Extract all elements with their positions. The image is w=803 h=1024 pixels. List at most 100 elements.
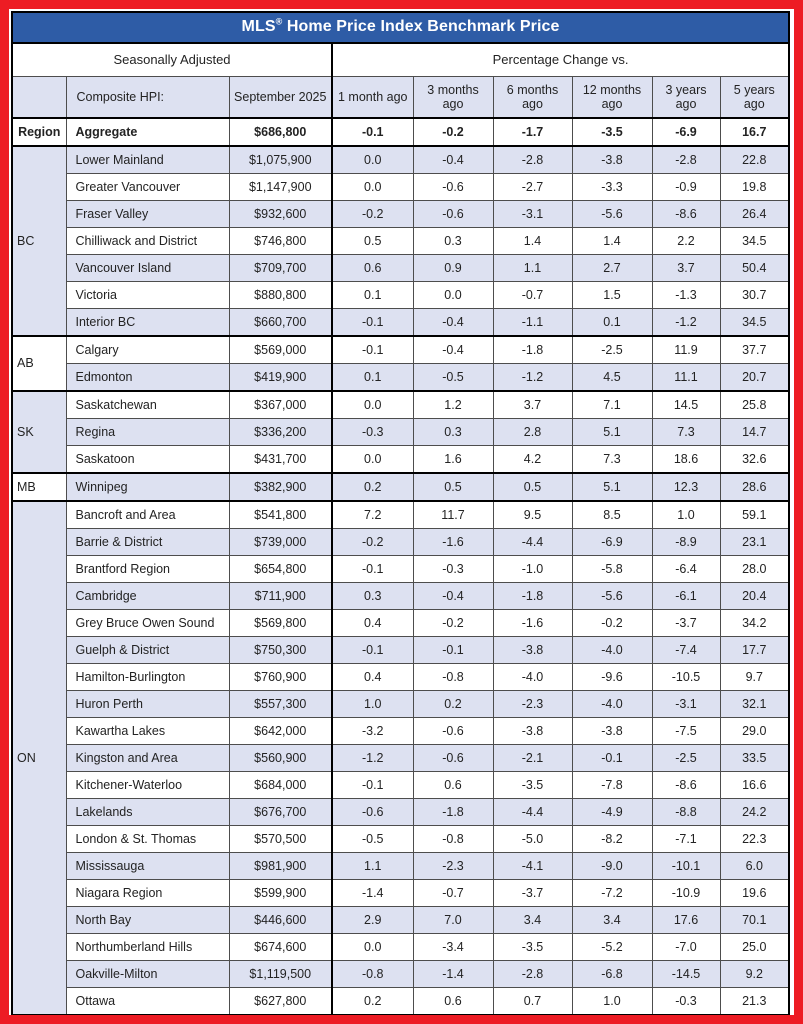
change-cell: 12.3 xyxy=(651,472,721,502)
price-cell: $570,500 xyxy=(228,825,333,853)
seasonally-adjusted-header: Seasonally Adjusted xyxy=(11,42,333,77)
change-cell: 1.6 xyxy=(412,445,494,474)
price-cell: $684,000 xyxy=(228,771,333,799)
region-group-label: AB xyxy=(11,335,67,392)
change-cell: -1.8 xyxy=(412,798,494,826)
change-cell: -6.9 xyxy=(651,117,721,147)
price-cell: $746,800 xyxy=(228,227,333,255)
change-cell: 33.5 xyxy=(719,744,790,772)
change-cell: 0.2 xyxy=(412,690,494,718)
change-cell: 0.3 xyxy=(412,418,494,446)
change-cell: -14.5 xyxy=(651,960,721,988)
price-cell: $880,800 xyxy=(228,281,333,309)
area-cell: Northumberland Hills xyxy=(65,933,230,961)
change-cell: -0.6 xyxy=(412,200,494,228)
percentage-change-header: Percentage Change vs. xyxy=(331,42,790,77)
change-cell: -2.3 xyxy=(412,852,494,880)
table-row: BC Lower Mainland $1,075,900 0.0 -0.4 -2.8 -3.… xyxy=(11,145,790,337)
change-cell: -2.7 xyxy=(492,173,573,201)
change-cell: 22.3 xyxy=(719,825,790,853)
change-cell: -2.8 xyxy=(651,145,721,174)
price-cell: $1,147,900 xyxy=(228,173,333,201)
area-cell: North Bay xyxy=(65,906,230,934)
change-cell: -0.1 xyxy=(331,308,414,337)
change-cell: -1.7 xyxy=(492,117,573,147)
change-cell: 0.0 xyxy=(331,390,414,419)
change-cell: -6.1 xyxy=(651,582,721,610)
change-cell: -0.1 xyxy=(331,117,414,147)
change-cell: 0.6 xyxy=(412,987,494,1015)
change-cell: 50.4 xyxy=(719,254,790,282)
region-header-label: Region xyxy=(11,117,67,147)
change-cell: -1.1 xyxy=(492,308,573,337)
change-cell: -10.9 xyxy=(651,879,721,907)
change-cell: -0.6 xyxy=(331,798,414,826)
change-cell: -0.4 xyxy=(412,335,494,364)
change-cell: -0.2 xyxy=(331,200,414,228)
change-cell: 0.2 xyxy=(331,472,414,502)
change-cell: 0.0 xyxy=(331,933,414,961)
change-cell: 7.1 xyxy=(571,390,653,419)
change-cell: 16.6 xyxy=(719,771,790,799)
change-cell: -4.4 xyxy=(492,798,573,826)
table-title-bar: MLS® Home Price Index Benchmark Price xyxy=(11,11,790,44)
table-row: MB Winnipeg $382,900 0.2 0.5 0.5 5.1 12.3 28.6 xyxy=(11,472,790,502)
price-cell: $367,000 xyxy=(228,390,333,419)
change-cell: 29.0 xyxy=(719,717,790,745)
change-cell: 14.5 xyxy=(651,390,721,419)
change-cell: -0.4 xyxy=(412,145,494,174)
registered-trademark-symbol: ® xyxy=(275,16,283,27)
change-column-header: 3 months ago xyxy=(412,76,494,119)
change-cell: 7.2 xyxy=(331,500,414,529)
change-cell: -0.2 xyxy=(412,609,494,637)
change-cell: 1.0 xyxy=(651,500,721,529)
change-cell: -2.5 xyxy=(571,335,653,364)
change-cell: 22.8 xyxy=(719,145,790,174)
region-group-label: SK xyxy=(11,390,67,474)
area-cell: Bancroft and Area xyxy=(65,500,230,529)
change-cell: -0.1 xyxy=(331,335,414,364)
change-cell: 25.0 xyxy=(719,933,790,961)
change-cell: 7.3 xyxy=(651,418,721,446)
change-cell: -4.4 xyxy=(492,528,573,556)
area-cell: Guelph & District xyxy=(65,636,230,664)
change-cell: -0.1 xyxy=(412,636,494,664)
change-cell: -3.4 xyxy=(412,933,494,961)
change-cell: -5.2 xyxy=(571,933,653,961)
area-cell: Brantford Region xyxy=(65,555,230,583)
change-cell: -2.3 xyxy=(492,690,573,718)
area-cell: Kingston and Area xyxy=(65,744,230,772)
change-cell: 1.0 xyxy=(571,987,653,1015)
change-cell: -3.3 xyxy=(571,173,653,201)
area-cell: Edmonton xyxy=(65,363,230,392)
change-cell: -7.0 xyxy=(651,933,721,961)
table-row: Interior BC $660,700 -0.1 -0.4 -1.1 0.1 -1.2 34… xyxy=(12,308,790,337)
area-cell: Winnipeg xyxy=(65,472,230,502)
change-cell: 9.7 xyxy=(719,663,790,691)
change-cell: -0.4 xyxy=(412,308,494,337)
change-cell: -1.4 xyxy=(412,960,494,988)
change-cell: 24.2 xyxy=(719,798,790,826)
area-cell: Vancouver Island xyxy=(65,254,230,282)
price-cell: $739,000 xyxy=(228,528,333,556)
price-cell: $431,700 xyxy=(228,445,333,474)
change-cell: 0.6 xyxy=(412,771,494,799)
area-cell: Grey Bruce Owen Sound xyxy=(65,609,230,637)
change-cell: 0.1 xyxy=(571,308,653,337)
change-cell: -0.3 xyxy=(651,987,721,1015)
change-cell: -0.9 xyxy=(651,173,721,201)
area-cell: Ottawa xyxy=(65,987,230,1015)
area-cell: Greater Vancouver xyxy=(65,173,230,201)
table-row: Regina $336,200 -0.3 0.3 2.8 5.1 7.3 14.7 xyxy=(12,418,790,446)
change-cell: 1.1 xyxy=(492,254,573,282)
change-cell: 2.8 xyxy=(492,418,573,446)
area-cell: Lower Mainland xyxy=(65,145,230,174)
change-cell: 4.5 xyxy=(571,363,653,392)
change-cell: -7.4 xyxy=(651,636,721,664)
change-cell: -6.4 xyxy=(651,555,721,583)
change-cell: -1.2 xyxy=(492,363,573,392)
change-cell: 25.8 xyxy=(719,390,790,419)
change-cell: 34.5 xyxy=(719,227,790,255)
change-cell: 0.3 xyxy=(331,582,414,610)
change-cell: 23.1 xyxy=(719,528,790,556)
